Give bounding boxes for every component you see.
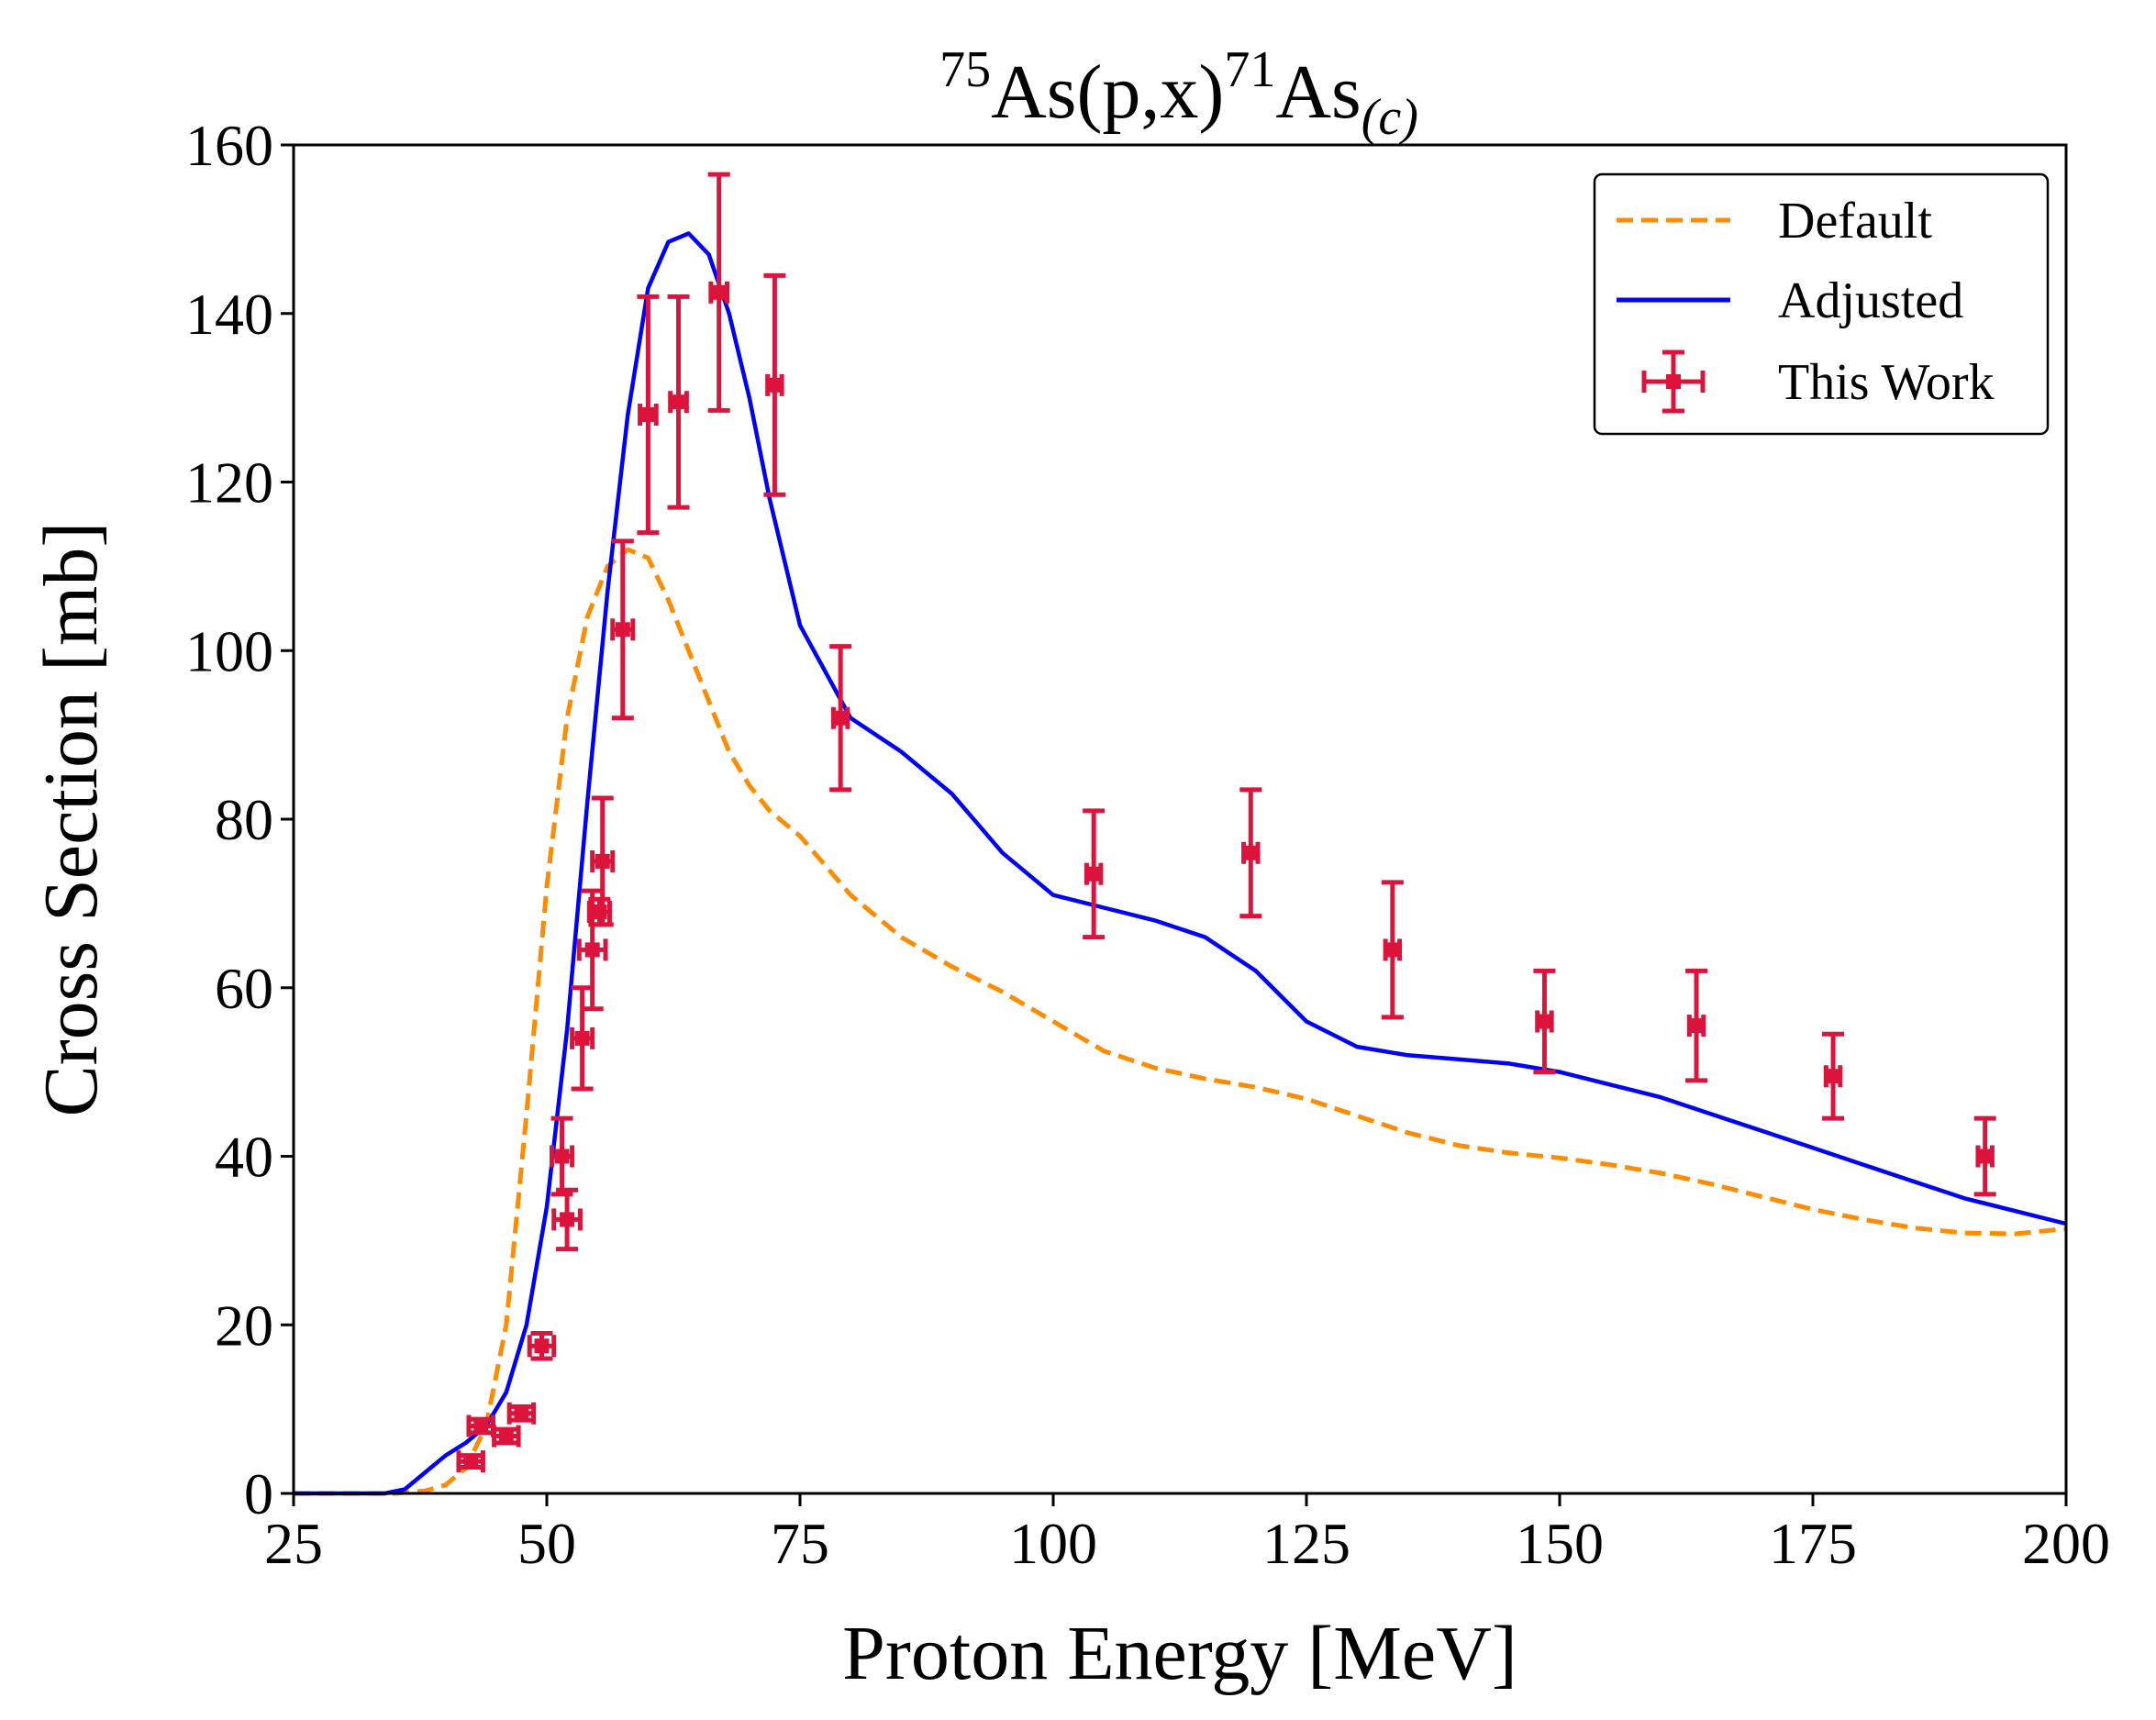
x-tick-label: 200 [2022,1511,2110,1576]
data-point [1381,880,1404,1020]
error-bars [456,172,1996,1473]
data-point [1533,968,1556,1075]
y-axis-label: Cross Section [mb] [28,522,114,1117]
y-tick-label: 20 [215,1293,273,1358]
chart-title: 75As(p,x)71As(c) [939,41,1418,146]
data-point [610,538,636,721]
x-tick-label: 125 [1262,1511,1350,1576]
data-point [492,1425,521,1448]
y-axis: 0 20 40 60 80 100 120 140 160 [185,113,294,1526]
y-tick-label: 40 [215,1125,273,1190]
x-tick-label: 50 [517,1511,576,1576]
y-tick-label: 60 [215,956,273,1021]
data-point [551,1187,583,1252]
data-point [506,1402,537,1425]
legend-swatch-this-work [1641,350,1706,414]
data-point [550,1115,575,1197]
y-tick-label: 120 [185,450,273,516]
title-mass-target: 75 [939,41,991,98]
y-tick-label: 80 [215,787,273,852]
series-line-default [294,547,2067,1496]
data-point [637,294,660,536]
data-point [466,1415,495,1437]
data-point [456,1450,485,1473]
legend-box [1593,172,2050,436]
y-tick-label: 160 [185,113,273,178]
y-tick-label: 100 [185,618,273,683]
x-axis-label: Proton Energy [MeV] [842,1611,1517,1696]
y-tick-label: 0 [244,1461,273,1526]
x-tick-label: 100 [1009,1511,1097,1576]
data-point [1239,787,1262,919]
legend: Default Adjusted This Work [1593,172,2050,436]
y-tick-label: 140 [185,282,273,347]
title-mass-product: 71 [1224,41,1275,98]
data-point [667,294,690,510]
data-point [1083,808,1106,940]
plot-series [294,231,2067,1496]
x-tick-label: 150 [1516,1511,1604,1576]
data-point [1973,1115,1996,1197]
data-point [1822,1031,1845,1121]
legend-label-adjusted: Adjusted [1778,272,1963,329]
x-tick-label: 25 [264,1511,323,1576]
x-tick-label: 75 [771,1511,829,1576]
data-point [570,985,595,1092]
data-point [527,1330,557,1361]
legend-errorbar-glyph [1641,350,1706,414]
data-point [829,644,852,793]
data-point [707,172,730,413]
data-point [1685,968,1708,1083]
title-product: As [1275,50,1361,135]
x-axis: 25 50 75 100 125 150 175 200 [264,1493,2110,1576]
x-tick-label: 175 [1769,1511,1857,1576]
data-point [763,272,786,497]
legend-label-this-work: This Work [1778,354,1995,411]
title-target: As(p,x) [991,50,1224,135]
series-line-adjusted [294,231,2067,1496]
data-point [590,795,616,927]
title-subscript: (c) [1361,89,1418,146]
legend-label-default: Default [1778,193,1932,250]
